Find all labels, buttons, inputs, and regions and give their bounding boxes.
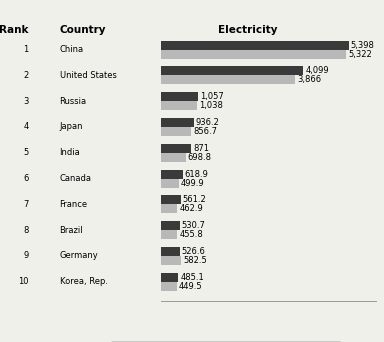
Text: 561.2: 561.2 xyxy=(183,195,207,204)
Bar xyxy=(161,281,177,291)
Text: 4,099: 4,099 xyxy=(306,66,329,76)
Bar xyxy=(161,76,295,84)
Text: 449.5: 449.5 xyxy=(179,282,203,291)
Text: 1,038: 1,038 xyxy=(199,101,223,110)
Text: Brazil: Brazil xyxy=(60,226,83,235)
Text: 871: 871 xyxy=(194,144,210,153)
Bar xyxy=(161,66,303,76)
Text: 698.8: 698.8 xyxy=(188,153,212,162)
Text: 499.9: 499.9 xyxy=(181,179,204,187)
Text: 2: 2 xyxy=(23,71,29,80)
Bar xyxy=(161,247,180,256)
Text: Electricity: Electricity xyxy=(218,25,277,35)
Text: Rank: Rank xyxy=(0,25,29,35)
Bar xyxy=(161,153,185,162)
Text: 462.9: 462.9 xyxy=(179,204,203,213)
Text: Russia: Russia xyxy=(60,97,87,106)
Bar xyxy=(161,179,179,187)
Text: 4: 4 xyxy=(23,122,29,131)
Text: United States: United States xyxy=(60,71,116,80)
Bar xyxy=(161,170,183,179)
Text: China: China xyxy=(60,45,84,54)
Bar xyxy=(161,204,177,213)
Text: 5,322: 5,322 xyxy=(348,50,372,59)
Legend: Production (billion kWh), Consumption (billion kWh): Production (billion kWh), Consumption (b… xyxy=(111,341,340,342)
Bar xyxy=(161,50,346,59)
Text: 6: 6 xyxy=(23,174,29,183)
Text: 936.2: 936.2 xyxy=(196,118,220,127)
Bar xyxy=(161,195,181,204)
Bar xyxy=(161,101,197,110)
Text: 3,866: 3,866 xyxy=(298,76,321,84)
Bar xyxy=(161,92,198,101)
Text: 530.7: 530.7 xyxy=(182,221,206,230)
Text: 5,398: 5,398 xyxy=(351,41,374,50)
Bar xyxy=(161,273,178,281)
Text: 455.8: 455.8 xyxy=(179,230,203,239)
Text: 485.1: 485.1 xyxy=(180,273,204,281)
Bar xyxy=(161,127,191,136)
Bar xyxy=(161,118,194,127)
Text: 10: 10 xyxy=(18,277,29,286)
Text: Country: Country xyxy=(60,25,106,35)
Text: 526.6: 526.6 xyxy=(182,247,205,256)
Bar xyxy=(161,221,180,230)
Text: 582.5: 582.5 xyxy=(184,256,207,265)
Text: France: France xyxy=(60,200,88,209)
Bar xyxy=(161,144,192,153)
Text: 9: 9 xyxy=(23,251,29,260)
Text: India: India xyxy=(60,148,80,157)
Text: Germany: Germany xyxy=(60,251,98,260)
Text: 1: 1 xyxy=(23,45,29,54)
Text: 7: 7 xyxy=(23,200,29,209)
Text: 5: 5 xyxy=(23,148,29,157)
Text: 618.9: 618.9 xyxy=(185,170,209,179)
Text: 1,057: 1,057 xyxy=(200,92,224,101)
Text: 8: 8 xyxy=(23,226,29,235)
Text: Japan: Japan xyxy=(60,122,83,131)
Text: Canada: Canada xyxy=(60,174,91,183)
Bar xyxy=(161,256,182,265)
Bar xyxy=(161,230,177,239)
Text: Korea, Rep.: Korea, Rep. xyxy=(60,277,108,286)
Text: 3: 3 xyxy=(23,97,29,106)
Bar xyxy=(161,41,349,50)
Text: 856.7: 856.7 xyxy=(193,127,217,136)
